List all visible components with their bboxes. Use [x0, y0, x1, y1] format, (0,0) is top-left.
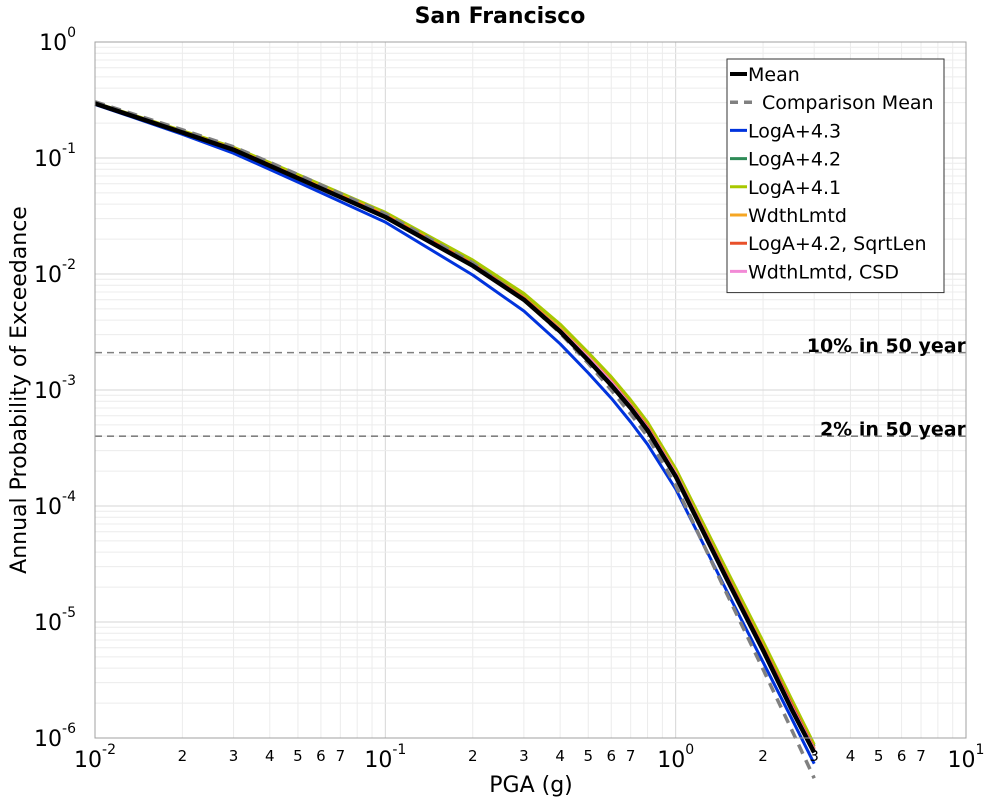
x-minor-tick-label: 6 — [897, 747, 907, 765]
legend-label: Mean — [748, 64, 800, 86]
x-minor-tick-label: 5 — [583, 747, 593, 765]
series-layer — [94, 100, 817, 779]
chart-title: San Francisco — [415, 4, 586, 29]
reference-line-label: 2% in 50 year — [820, 419, 967, 441]
y-tick-label: 10-3 — [34, 373, 76, 404]
reference-line-label: 10% in 50 year — [807, 335, 967, 357]
x-minor-tick-label: 3 — [229, 747, 239, 765]
legend: Mean Comparison Mean LogA+4.3 LogA+4.2 LogA+… — [726, 58, 945, 294]
x-minor-tick-label: 3 — [809, 747, 819, 765]
x-minor-tick-label: 2 — [178, 747, 188, 765]
x-minor-tick-label: 6 — [316, 747, 326, 765]
legend-label: LogA+4.2 — [748, 149, 841, 171]
plot-frame — [94, 41, 967, 739]
series-line-mean — [94, 101, 817, 754]
series-line-loga-4-3 — [94, 102, 816, 765]
x-minor-tick-label: 5 — [293, 747, 303, 765]
x-minor-tick-label: 4 — [265, 747, 275, 765]
legend-label: LogA+4.1 — [748, 177, 841, 199]
legend-box — [726, 58, 945, 294]
x-minor-tick-label: 6 — [606, 747, 616, 765]
x-minor-tick-label: 5 — [874, 747, 884, 765]
legend-label: LogA+4.2, SqrtLen — [748, 233, 927, 255]
y-axis-label: Annual Probability of Exceedance — [7, 206, 32, 574]
x-minor-tick-label: 2 — [468, 747, 478, 765]
legend-label: WdthLmtd, CSD — [748, 261, 899, 283]
x-minor-tick-label: 7 — [626, 747, 636, 765]
legend-label: Comparison Mean — [762, 92, 934, 114]
y-tick-label: 10-2 — [34, 257, 76, 288]
x-minor-tick-label: 3 — [519, 747, 529, 765]
reference-lines: 10% in 50 year 2% in 50 year — [95, 335, 967, 441]
x-minor-tick-label: 7 — [336, 747, 346, 765]
x-minor-tick-label: 4 — [846, 747, 856, 765]
x-minor-tick-label: 4 — [555, 747, 565, 765]
x-minor-tick-label: 2 — [758, 747, 768, 765]
x-axis-label: PGA (g) — [489, 773, 573, 798]
x-minor-tick-label: 7 — [916, 747, 926, 765]
legend-label: LogA+4.3 — [748, 120, 841, 142]
legend-label: WdthLmtd — [748, 205, 847, 227]
grid-layer — [94, 42, 966, 739]
